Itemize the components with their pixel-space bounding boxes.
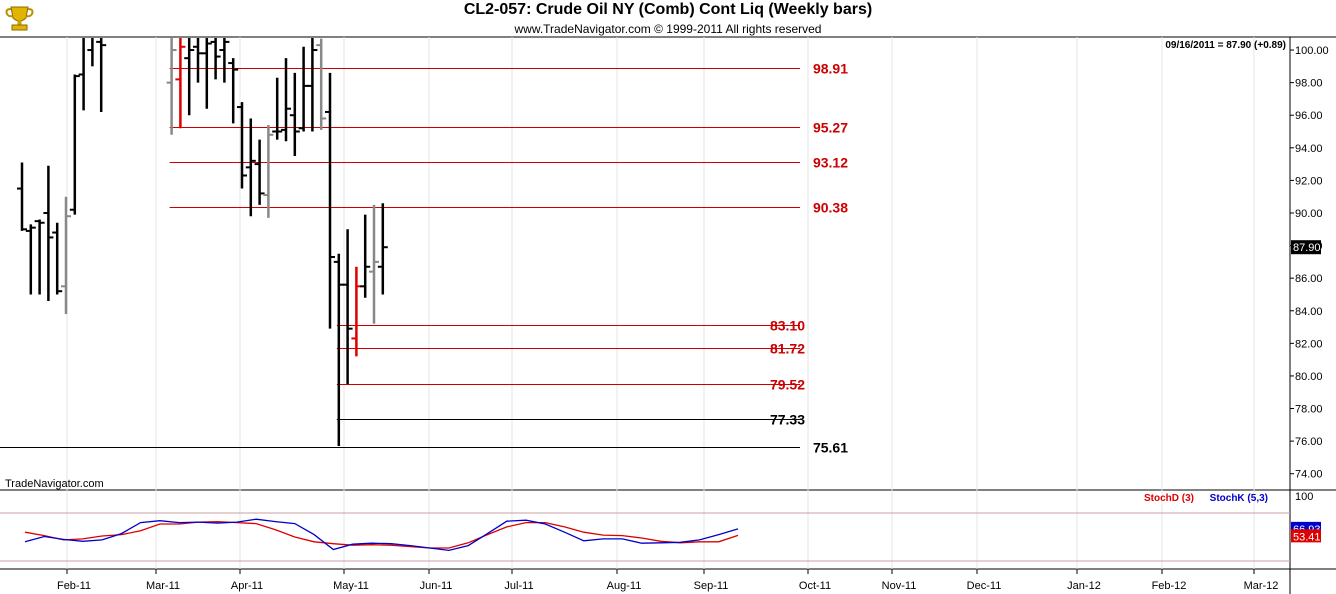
date-tick-label: Dec-11 [967,580,1002,592]
date-tick-label: Nov-11 [882,580,917,592]
price-tick-label: 96.00 [1295,110,1323,122]
date-tick-label: Mar-12 [1244,580,1279,592]
price-tick-label: 86.00 [1295,273,1323,285]
stoch-d-legend: StochD (3) [1144,493,1194,504]
trophy-icon [5,6,34,31]
level-label: 77.33 [770,412,805,428]
last-price-box [1291,240,1321,255]
price-tick-label: 84.00 [1295,306,1323,318]
price-tick-label: 92.00 [1295,175,1323,187]
price-tick-label: 98.00 [1295,78,1323,90]
level-label: 93.12 [813,155,848,171]
price-axis-panel [1290,37,1336,569]
stoch-d-value: 53.41 [1293,531,1321,543]
watermark-text: TradeNavigator.com [5,478,104,490]
level-label: 81.72 [770,341,805,357]
stoch-d-line [24,520,739,549]
stoch-d-value-box [1291,529,1321,543]
level-label: 98.91 [813,61,848,77]
level-label: 90.38 [813,200,848,216]
stoch-k-legend: StochK (5,3) [1210,493,1268,504]
price-tick-label: 80.00 [1295,371,1323,383]
stoch-tick-label: 100 [1295,491,1313,503]
price-tick-label: 94.00 [1295,143,1323,155]
date-tick-label: Apr-11 [231,580,263,592]
date-tick-label: Feb-12 [1152,580,1187,592]
date-tick-label: Oct-11 [799,580,831,592]
level-label: 75.61 [813,440,848,456]
level-label: 83.10 [770,318,805,334]
price-tick-label: 78.00 [1295,404,1323,416]
price-bars-group [0,38,800,448]
price-tick-label: 90.00 [1295,208,1323,220]
date-tick-label: Mar-11 [146,580,180,592]
price-tick-label: 76.00 [1295,436,1323,448]
stoch-k-line [24,518,739,552]
date-tick-label: Sep-11 [694,580,729,592]
level-label: 95.27 [813,120,848,136]
date-tick-label: May-11 [333,580,369,592]
last-quote-readout: 09/16/2011 = 87.90 (+0.89) [1165,40,1286,51]
price-tick-label: 74.00 [1295,469,1323,481]
level-label: 79.52 [770,377,805,393]
date-tick-label: Jul-11 [504,580,533,592]
date-tick-label: Feb-11 [57,580,91,592]
date-tick-label: Aug-11 [607,580,642,592]
date-tick-label: Jan-12 [1067,580,1101,592]
copyright-line: www.TradeNavigator.com © 1999-2011 All r… [514,22,822,36]
date-tick-label: Jun-11 [420,580,453,592]
last-price-label: 87.90 [1293,242,1321,254]
price-tick-label: 82.00 [1295,338,1323,350]
chart-title: CL2-057: Crude Oil NY (Comb) Cont Liq (W… [463,1,873,18]
price-tick-label: 100.00 [1295,45,1329,57]
